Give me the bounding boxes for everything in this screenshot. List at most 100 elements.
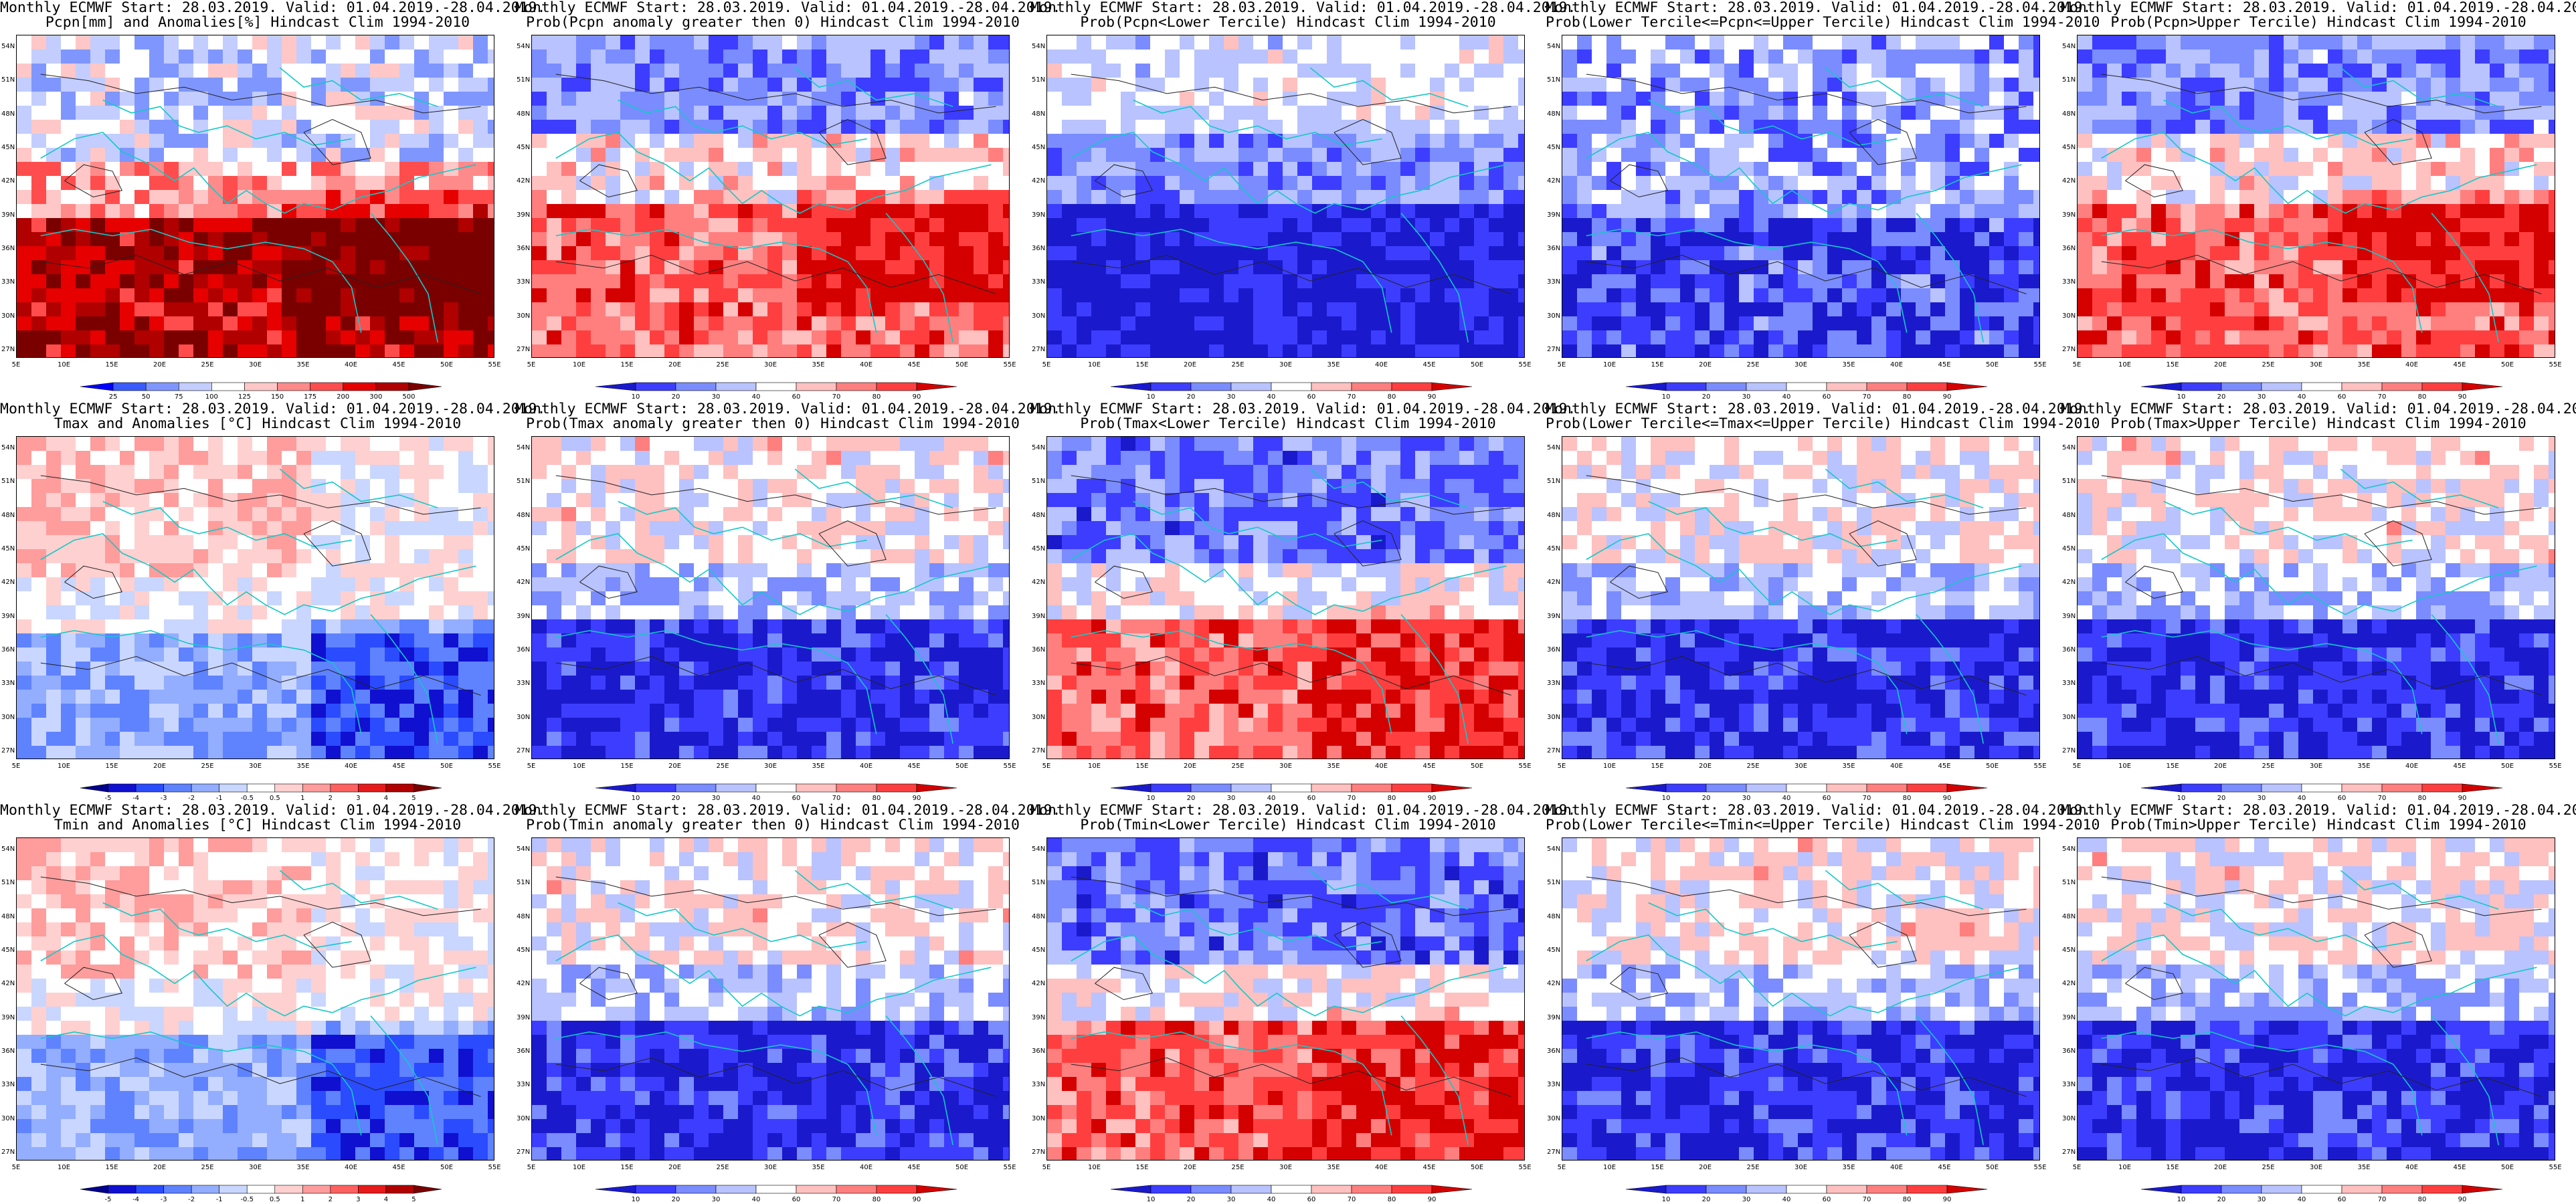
colorbar-swatch <box>675 1185 717 1194</box>
lat-tick-label: 36N <box>1032 245 1046 252</box>
colorbar-swatch <box>358 1185 387 1194</box>
lat-tick-label: 36N <box>1 646 15 654</box>
colorbar <box>80 1185 442 1194</box>
colorbar-swatch <box>796 1185 837 1194</box>
panel-title-line2: Tmax and Anomalies [°C] Hindcast Clim 19… <box>54 415 462 432</box>
lon-tick-label: 45E <box>2453 361 2466 369</box>
panel-title-line2: Prob(Tmin>Upper Tercile) Hindcast Clim 1… <box>2110 817 2526 833</box>
lat-tick-label: 42N <box>517 579 531 587</box>
contour-line <box>1333 922 1402 968</box>
lon-tick-label: 25E <box>201 361 214 369</box>
lat-tick-label: 51N <box>2062 76 2076 84</box>
lon-tick-label: 40E <box>344 763 358 770</box>
colorbar-swatch <box>1110 382 1152 391</box>
colorbar-swatch <box>2221 783 2262 793</box>
colorbar <box>595 783 957 793</box>
lon-tick-label: 40E <box>859 1164 873 1171</box>
colorbar-swatch <box>80 382 114 391</box>
colorbar-tick-label: 70 <box>832 393 841 401</box>
colorbar-swatch <box>330 1185 359 1194</box>
coastline <box>279 870 438 910</box>
lon-tick-label: 55E <box>2033 763 2047 770</box>
lon-tick-label: 25E <box>1231 763 1245 770</box>
lon-tick-label: 25E <box>2262 1164 2275 1171</box>
lat-tick-label: 45N <box>1547 545 1561 553</box>
coastline <box>40 1031 362 1136</box>
colorbar-tick-label: 200 <box>337 393 350 401</box>
lon-tick-label: 50E <box>440 361 454 369</box>
lon-tick-label: 15E <box>1135 361 1149 369</box>
panel-title-line1: Monthly ECMWF Start: 28.03.2019. Valid: … <box>1546 0 2092 16</box>
contour-line <box>1095 164 1154 198</box>
colorbar-tick-label: 40 <box>2297 1196 2306 1203</box>
colorbar-tick-label: 500 <box>402 393 416 401</box>
colorbar-swatch <box>595 382 636 391</box>
lon-tick-label: 10E <box>572 1164 586 1171</box>
lon-tick-label: 30E <box>1279 1164 1293 1171</box>
lat-tick-label: 39N <box>1 1013 15 1021</box>
lat-tick-label: 27N <box>1547 346 1561 353</box>
lat-tick-label: 54N <box>1 444 15 452</box>
colorbar-swatch <box>1866 382 1908 391</box>
colorbar-swatch <box>1230 783 1272 793</box>
colorbar-swatch <box>1230 1185 1272 1194</box>
lat-tick-label: 30N <box>1032 713 1046 721</box>
map-panel: Monthly ECMWF Start: 28.03.2019. Valid: … <box>515 401 1061 803</box>
colorbar-tick-label: 30 <box>1742 795 1751 802</box>
contour-line <box>1333 119 1402 165</box>
contour-line <box>2101 254 2542 294</box>
lon-tick-label: 15E <box>1651 763 1664 770</box>
lon-tick-label: 50E <box>1470 361 1484 369</box>
lat-tick-label: 51N <box>1 478 15 486</box>
lat-tick-label: 45N <box>1032 946 1046 954</box>
map-field <box>1047 838 1524 1160</box>
lat-tick-label: 27N <box>1 346 15 353</box>
coastline <box>1133 99 1382 146</box>
lon-tick-label: 45E <box>1422 763 1436 770</box>
coastline <box>279 468 438 509</box>
lat-tick-label: 27N <box>1032 1148 1046 1156</box>
colorbar-swatch <box>1706 783 1747 793</box>
lon-tick-label: 5E <box>1557 763 1566 770</box>
lat-tick-label: 51N <box>517 879 531 887</box>
lat-tick-label: 36N <box>2062 646 2076 654</box>
colorbar-swatch <box>1786 1185 1827 1194</box>
lat-tick-label: 30N <box>517 1114 531 1122</box>
lon-tick-label: 15E <box>105 1164 118 1171</box>
map-field <box>532 437 1009 759</box>
colorbar-swatch <box>2301 783 2342 793</box>
contour-line <box>579 565 638 599</box>
lon-tick-label: 5E <box>1557 1164 1566 1171</box>
lat-tick-label: 42N <box>1 177 15 185</box>
colorbar-tick-label: 80 <box>1387 1196 1396 1203</box>
lon-tick-label: 5E <box>1042 763 1051 770</box>
colorbar-swatch <box>2462 783 2503 793</box>
lon-tick-label: 20E <box>1183 361 1197 369</box>
coastline <box>1309 67 1469 108</box>
lon-tick-label: 45E <box>1938 361 1951 369</box>
lat-tick-label: 36N <box>1 1047 15 1055</box>
panel-title-line1: Monthly ECMWF Start: 28.03.2019. Valid: … <box>1030 802 1576 819</box>
colorbar-swatch <box>2301 382 2342 391</box>
lat-tick-label: 48N <box>517 511 531 519</box>
colorbar-tick-label: 90 <box>1427 1196 1437 1203</box>
contour-line <box>64 565 123 599</box>
coastline <box>2163 99 2413 146</box>
colorbar <box>595 1185 957 1194</box>
colorbar-tick-label: -5 <box>104 1196 112 1203</box>
lon-tick-label: 40E <box>2405 1164 2419 1171</box>
colorbar-swatch <box>1946 783 1988 793</box>
panel-title-line2: Prob(Tmin<Lower Tercile) Hindcast Clim 1… <box>1080 817 1496 833</box>
contour-line <box>818 922 887 968</box>
coastline <box>102 902 352 949</box>
colorbar-swatch <box>1706 382 1747 391</box>
colorbar-swatch <box>1150 783 1192 793</box>
coastline <box>1133 902 1382 949</box>
colorbar <box>80 382 442 391</box>
lon-tick-label: 20E <box>668 361 682 369</box>
map-frame <box>2077 35 2555 358</box>
lat-tick-label: 30N <box>1032 312 1046 320</box>
map-panel: Monthly ECMWF Start: 28.03.2019. Valid: … <box>515 803 1061 1204</box>
lat-tick-label: 42N <box>2062 579 2076 587</box>
